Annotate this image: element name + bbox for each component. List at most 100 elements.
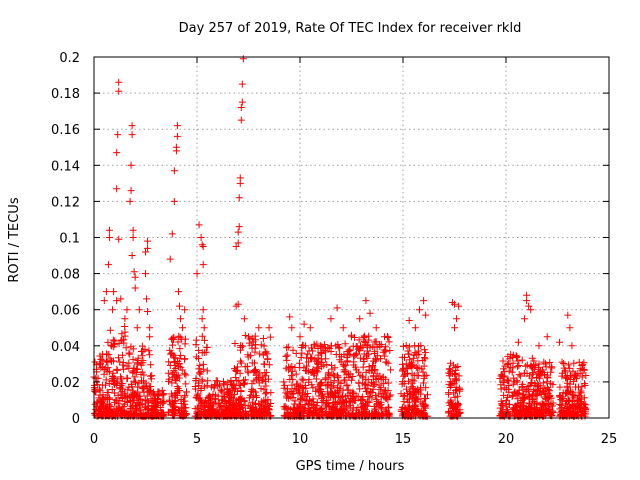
data-point [365,399,373,407]
data-point [508,368,516,376]
data-point [109,306,117,314]
data-point [561,366,569,374]
data-point [133,392,141,400]
data-point [579,361,587,369]
data-point [400,372,408,380]
data-point [307,344,315,352]
data-point [335,343,343,351]
data-point [338,406,346,414]
data-point [121,400,129,408]
data-point [456,387,464,395]
data-point [137,370,145,378]
data-point [105,234,113,241]
data-point [453,315,461,323]
data-point [417,342,425,350]
data-point [335,378,343,386]
data-point [546,358,554,366]
data-point [241,379,249,387]
data-point [200,336,208,344]
data-point [537,411,545,419]
data-point [520,392,528,400]
data-point [237,359,245,367]
data-point [117,409,125,417]
data-point [110,398,118,406]
data-point [142,248,149,256]
data-point [359,396,367,404]
data-point [325,392,333,400]
data-point [135,306,143,314]
data-point [379,348,387,356]
data-point [506,363,514,371]
data-point [292,370,300,378]
data-point [123,362,131,370]
data-point [452,363,460,371]
data-point [324,374,332,382]
data-point [133,365,141,373]
data-point [175,374,183,382]
data-point [168,335,176,343]
data-point [518,356,526,364]
data-point [173,383,181,391]
data-point [411,342,419,350]
data-point [138,400,146,408]
data-point [455,372,463,380]
data-point [352,351,360,359]
data-point [509,353,517,361]
data-point [344,348,352,356]
data-point [403,364,411,372]
data-point [177,395,185,403]
data-point [385,403,393,411]
data-point [326,408,334,416]
data-point [569,367,577,375]
data-point [143,392,151,400]
data-point [169,341,177,349]
data-point [130,367,138,375]
data-point [420,403,428,411]
data-point [364,392,372,400]
data-point [129,234,137,241]
data-point [159,391,167,399]
data-point [140,371,148,379]
data-point [248,344,256,352]
data-point [150,398,158,406]
data-point [302,384,310,392]
data-point [204,377,212,385]
data-point [143,295,151,303]
data-point [409,354,417,362]
data-point [357,397,365,405]
data-point [196,370,204,378]
data-point [318,411,326,419]
data-point [422,404,430,412]
data-point [104,338,112,346]
data-point [546,406,554,414]
data-point [166,361,174,369]
data-point [503,406,511,414]
data-point [216,403,224,411]
data-point [260,396,268,404]
data-point [560,359,568,367]
data-point [329,390,337,398]
data-point [298,396,306,404]
data-point [343,357,351,365]
data-point [170,402,178,410]
data-point [261,408,269,416]
data-point [237,116,245,124]
data-point [125,349,133,357]
y-tick-label: 0.12 [51,195,80,210]
data-point [282,364,290,372]
data-point [356,371,364,379]
data-point [504,377,512,385]
data-point [306,324,314,332]
data-point [195,221,203,229]
y-tick-label: 0.06 [51,304,80,319]
data-point [128,122,136,130]
data-point [556,338,564,346]
data-point [236,381,244,389]
data-point [175,332,183,340]
data-point [300,320,308,328]
data-point [117,295,125,303]
data-point [348,333,355,341]
data-point [118,330,126,338]
data-point [529,370,537,378]
data-point [309,366,317,374]
